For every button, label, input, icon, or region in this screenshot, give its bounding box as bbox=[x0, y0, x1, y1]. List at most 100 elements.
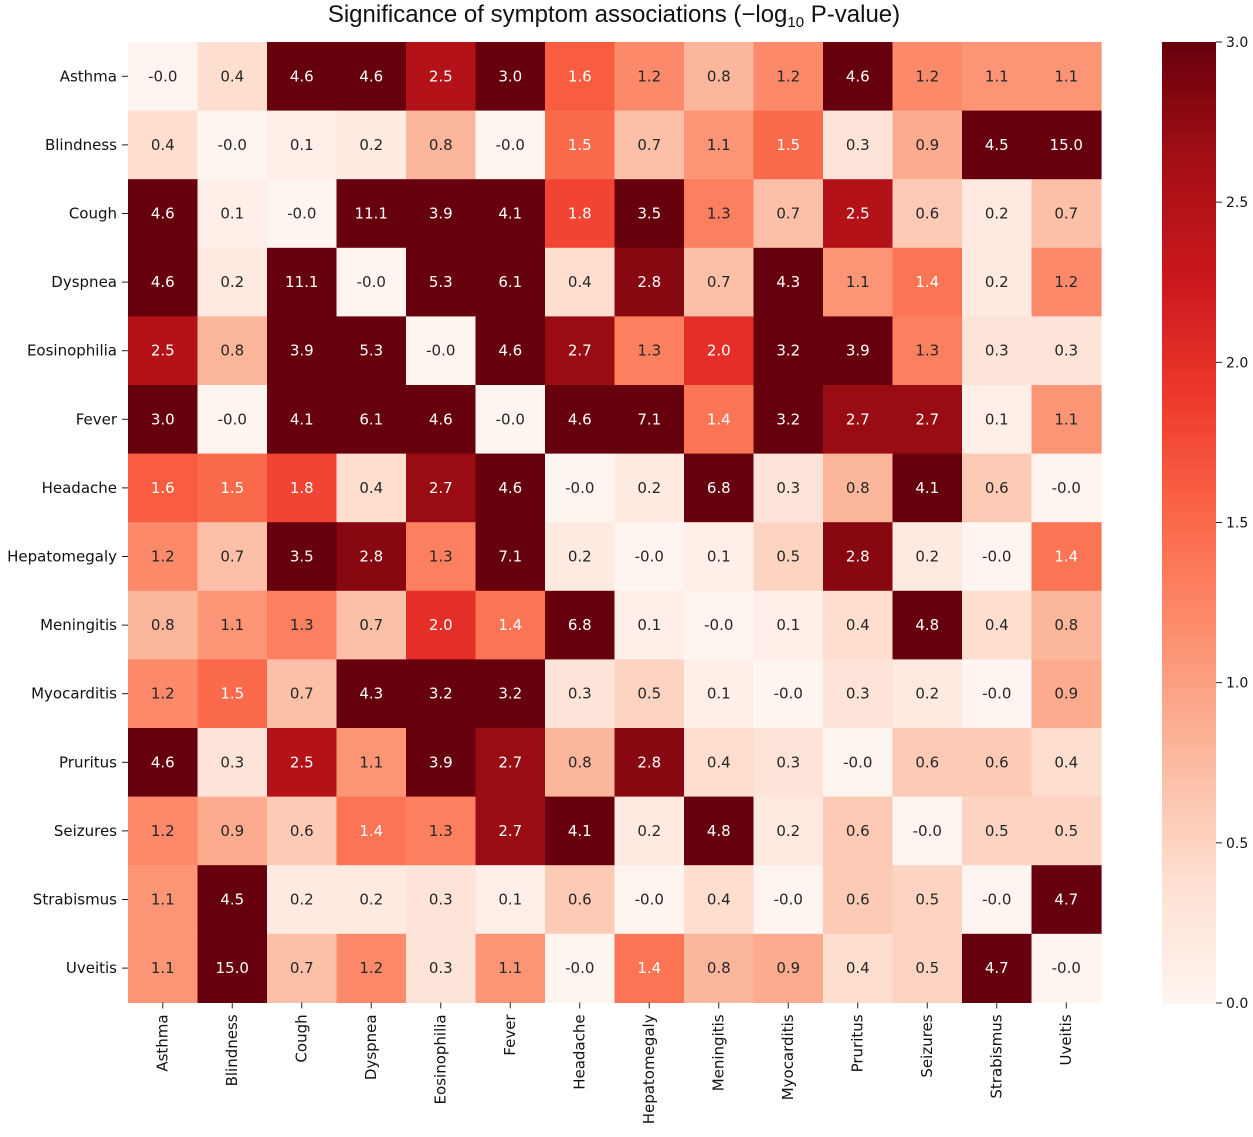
heatmap-cell bbox=[128, 110, 199, 180]
heatmap-cell bbox=[406, 728, 477, 798]
heatmap-cell bbox=[823, 522, 894, 592]
heatmap-cell bbox=[753, 865, 824, 935]
heatmap-cell bbox=[684, 796, 755, 866]
cell-value-label: 0.4 bbox=[707, 753, 731, 771]
colorbar-segment bbox=[1162, 530, 1216, 540]
heatmap-cell bbox=[406, 453, 477, 523]
colorbar-segment bbox=[1162, 114, 1216, 123]
heatmap-cell bbox=[823, 659, 894, 729]
heatmap-cell bbox=[267, 522, 338, 592]
cell-value-label: 0.7 bbox=[707, 273, 731, 291]
row-label: Fever bbox=[76, 410, 118, 428]
cell-value-label: 2.5 bbox=[846, 205, 870, 223]
colorbar: 0.0 0.5 1.0 1.5 2.0 2.5 3.0 bbox=[1162, 35, 1248, 1012]
cell-value-label: 3.5 bbox=[290, 548, 314, 566]
heatmap-cell bbox=[753, 590, 824, 660]
cell-value-label: 0.8 bbox=[846, 479, 870, 497]
heatmap-cell bbox=[197, 247, 268, 317]
heatmap-cell bbox=[753, 659, 824, 729]
cell-value-label: 1.3 bbox=[429, 822, 453, 840]
heatmap-cell bbox=[753, 42, 824, 112]
colorbar-segment bbox=[1162, 722, 1216, 732]
row-label: Seizures bbox=[54, 822, 117, 840]
colorbar-segment bbox=[1162, 426, 1216, 436]
heatmap-cell bbox=[336, 659, 407, 729]
heatmap-cell bbox=[892, 453, 963, 523]
colorbar-segment bbox=[1162, 826, 1216, 836]
cell-value-label: 2.0 bbox=[707, 342, 731, 360]
cell-value-label: 3.2 bbox=[429, 685, 453, 703]
cell-value-label: 6.1 bbox=[498, 273, 522, 291]
cell-value-label: -0.0 bbox=[218, 410, 247, 428]
heatmap-cell bbox=[267, 453, 338, 523]
colorbar-segment bbox=[1162, 618, 1216, 628]
colorbar-segment bbox=[1162, 450, 1216, 460]
cell-value-label: 4.6 bbox=[151, 205, 175, 223]
heatmap-cell bbox=[336, 247, 407, 317]
heatmap-cell bbox=[475, 42, 546, 112]
cell-value-label: 0.8 bbox=[707, 959, 731, 977]
cell-value-label: 1.4 bbox=[915, 273, 939, 291]
heatmap-cell bbox=[823, 865, 894, 935]
column-labels: Asthma Blindness Cough Dyspnea Eosinophilia F… bbox=[154, 1002, 1075, 1124]
colorbar-segment bbox=[1162, 210, 1216, 219]
cell-value-label: 0.7 bbox=[1054, 205, 1078, 223]
heatmap-cell bbox=[892, 522, 963, 592]
colorbar-segment bbox=[1162, 234, 1216, 244]
heatmap-cell bbox=[475, 247, 546, 317]
heatmap-cell bbox=[475, 933, 546, 1003]
heatmap-cell bbox=[962, 453, 1033, 523]
heatmap-cell bbox=[197, 385, 268, 455]
heatmap-cell bbox=[197, 933, 268, 1003]
heatmap-cell bbox=[475, 110, 546, 180]
heatmap-cell bbox=[545, 796, 616, 866]
colorbar-segment bbox=[1162, 66, 1216, 75]
column-label: Headache bbox=[571, 1014, 589, 1089]
cell-value-label: 0.2 bbox=[985, 205, 1009, 223]
colorbar-segment bbox=[1162, 154, 1216, 163]
heatmap-cell bbox=[823, 385, 894, 455]
heatmap-cell bbox=[962, 590, 1033, 660]
colorbar-segment bbox=[1162, 394, 1216, 404]
cell-value-label: 7.1 bbox=[637, 410, 661, 428]
cell-value-label: 4.1 bbox=[915, 479, 939, 497]
heatmap-cell bbox=[684, 316, 755, 386]
row-label: Strabismus bbox=[33, 891, 117, 909]
cell-value-label: -0.0 bbox=[913, 822, 942, 840]
column-label: Seizures bbox=[918, 1014, 936, 1077]
colorbar-segment bbox=[1162, 458, 1216, 468]
cell-value-label: 0.8 bbox=[1054, 616, 1078, 634]
colorbar-segment bbox=[1162, 922, 1216, 932]
colorbar-segment bbox=[1162, 842, 1216, 852]
colorbar-segment bbox=[1162, 994, 1216, 1004]
heatmap-cell bbox=[753, 796, 824, 866]
heatmap-cell bbox=[128, 728, 199, 798]
cell-value-label: 1.5 bbox=[568, 136, 592, 154]
cell-value-label: 0.8 bbox=[568, 753, 592, 771]
heatmap-cell bbox=[684, 865, 755, 935]
colorbar-segment bbox=[1162, 442, 1216, 452]
colorbar-segment bbox=[1162, 794, 1216, 804]
row-label: Dyspnea bbox=[51, 273, 117, 291]
column-label: Fever bbox=[501, 1014, 519, 1056]
cell-value-label: 4.1 bbox=[290, 410, 314, 428]
cell-value-label: 0.4 bbox=[846, 616, 870, 634]
heatmap-cell bbox=[128, 42, 199, 112]
cell-value-label: 1.6 bbox=[568, 67, 592, 85]
cell-value-label: -0.0 bbox=[426, 342, 455, 360]
cell-value-label: 4.6 bbox=[498, 479, 522, 497]
colorbar-segment bbox=[1162, 570, 1216, 580]
cell-value-label: 0.1 bbox=[220, 205, 244, 223]
colorbar-segment bbox=[1162, 970, 1216, 980]
cell-value-label: 1.8 bbox=[568, 205, 592, 223]
heatmap-cell bbox=[545, 933, 616, 1003]
heatmap-cell bbox=[475, 385, 546, 455]
heatmap-cell bbox=[267, 110, 338, 180]
heatmap-cell bbox=[475, 590, 546, 660]
heatmap-cell bbox=[684, 110, 755, 180]
colorbar-segment bbox=[1162, 410, 1216, 420]
heatmap-cell bbox=[128, 659, 199, 729]
cell-value-label: 0.2 bbox=[776, 822, 800, 840]
cell-value-label: 0.6 bbox=[985, 479, 1009, 497]
heatmap-cell bbox=[614, 316, 685, 386]
